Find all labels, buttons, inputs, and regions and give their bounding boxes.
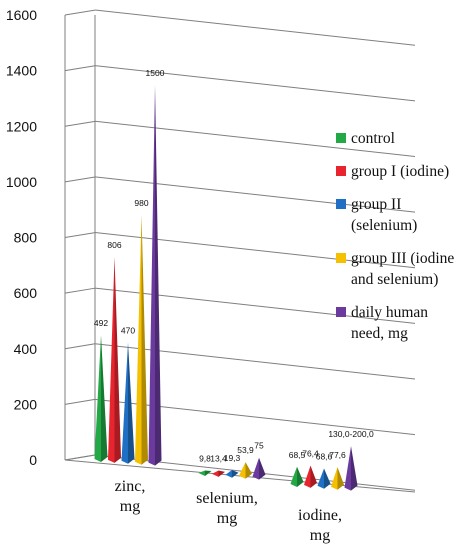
bar-shadow [232, 469, 239, 478]
legend-item: group I (iodine) [336, 161, 461, 182]
grid-line [64, 232, 96, 238]
bar-shadow [218, 470, 225, 477]
grid-line [94, 287, 416, 324]
legend-item: group II (selenium) [336, 194, 461, 236]
legend-label: group III (iodine and selenium) [351, 250, 455, 288]
data-label: 470 [121, 325, 135, 335]
y-tick-label: 1000 [6, 174, 37, 190]
grid-line [94, 176, 416, 213]
grid-line [64, 398, 96, 405]
bar-shadow [155, 85, 162, 466]
bar-shadow [324, 468, 331, 489]
legend-swatch [336, 166, 346, 176]
bar [212, 470, 219, 477]
y-tick-label: 1200 [6, 118, 37, 134]
data-label: 77,6 [329, 450, 346, 460]
data-label: 75 [254, 441, 264, 451]
bar [108, 257, 115, 463]
data-label: 980 [134, 198, 148, 208]
data-label: 76,4 [302, 449, 319, 459]
grid-line [94, 65, 416, 102]
grid-line [64, 120, 96, 127]
legend-swatch [336, 307, 346, 317]
bar-shadow [245, 462, 252, 479]
category-label: mg [217, 510, 237, 527]
grid-line [64, 9, 96, 16]
legend-label: group II (selenium) [351, 196, 418, 234]
bar [239, 462, 246, 479]
grid-line [94, 9, 416, 46]
legend: control group I (iodine) group II (selen… [336, 128, 461, 356]
bar [148, 85, 155, 466]
data-label: 13,4 [210, 454, 227, 464]
bar-shadow [351, 446, 358, 491]
data-label: 68,6 [316, 452, 333, 462]
y-tick-label: 1400 [6, 63, 37, 79]
bar [344, 446, 351, 491]
category-labels: zinc, mg selenium, mg iodine, mg [115, 478, 342, 544]
category-label: iodine, [298, 507, 342, 524]
category-label: zinc, [115, 478, 146, 495]
bar [252, 457, 259, 480]
bar-shadow [114, 257, 121, 463]
y-axis-ticks: 0 200 400 600 800 1000 1200 1400 1600 [6, 7, 37, 468]
data-label: 1500 [146, 68, 165, 78]
bar-shadow [310, 465, 317, 488]
data-label: 806 [107, 240, 121, 250]
legend-item: group III (iodine and selenium) [336, 248, 461, 290]
grid-line [94, 343, 416, 380]
data-label: 19,3 [224, 453, 241, 463]
bar [290, 466, 297, 487]
legend-label: control [351, 130, 395, 147]
bar [121, 342, 128, 464]
grid-line [64, 343, 96, 350]
bar [225, 469, 232, 478]
y-tick-label: 400 [14, 341, 38, 357]
data-label: 53,9 [237, 445, 254, 455]
legend-label: daily human need, mg [351, 304, 429, 342]
bar-shadow [259, 457, 266, 480]
grid-line [64, 65, 96, 72]
bar [135, 215, 142, 465]
category-label: selenium, [196, 490, 258, 507]
y-tick-label: 800 [14, 230, 38, 246]
bar [304, 465, 311, 488]
bar-shadow [141, 215, 148, 465]
y-tick-label: 600 [14, 285, 38, 301]
y-tick-label: 200 [14, 396, 38, 412]
y-tick-label: 0 [29, 452, 37, 468]
legend-swatch [336, 133, 346, 143]
bar-shadow [297, 466, 304, 487]
data-label: 68,5 [289, 450, 306, 460]
category-label: mg [120, 498, 140, 515]
grid-line [64, 176, 96, 183]
grid-line [94, 232, 416, 269]
grid-line [94, 120, 416, 157]
bar [94, 335, 101, 462]
chart-grid [64, 9, 416, 493]
y-tick-label: 1600 [6, 7, 37, 23]
legend-item: control [336, 128, 461, 149]
bar [331, 467, 338, 490]
legend-swatch [336, 199, 346, 209]
legend-label: group I (iodine) [351, 163, 450, 180]
legend-swatch [336, 253, 346, 263]
bar [198, 470, 205, 476]
legend-item: daily human need, mg [336, 302, 461, 344]
data-label: 9,8 [199, 454, 211, 464]
data-label: 492 [94, 318, 108, 328]
floor-edge [64, 454, 96, 461]
bar-shadow [128, 342, 135, 464]
bar-shadow [337, 467, 344, 490]
chart-bars [94, 85, 358, 491]
bar-shadow [205, 470, 212, 476]
bar-shadow [101, 335, 108, 462]
grid-line [64, 287, 96, 294]
data-label: 130,0-200,0 [328, 429, 374, 439]
bar [317, 468, 324, 489]
grid-line [94, 398, 416, 436]
category-label: mg [310, 527, 330, 544]
